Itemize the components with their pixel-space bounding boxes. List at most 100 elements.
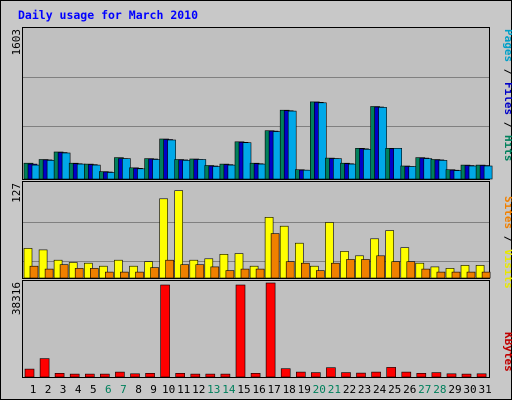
middle-bar-visits-day-1	[23, 248, 33, 279]
middle-bar-sites-day-30	[466, 271, 476, 279]
bottom-bar-kbytes-day-9	[145, 372, 155, 378]
middle-bar-sites-day-14	[225, 270, 235, 279]
middle-bar-visits-day-21	[325, 222, 334, 279]
middle-bar-sites-day-25	[391, 261, 401, 279]
middle-bar-visits-day-15	[234, 253, 244, 279]
panel-bottom: 38316 KBytes	[10, 280, 512, 378]
panel-middle-max-label: 127	[10, 183, 23, 203]
x-tick-label-day-30: 30	[463, 383, 476, 396]
bottom-bar-kbytes-day-17	[265, 282, 276, 378]
middle-bar-sites-day-28	[436, 271, 446, 279]
bottom-bar-kbytes-day-23	[356, 372, 366, 378]
middle-bar-sites-day-6	[105, 271, 114, 279]
panel-top-bars	[23, 101, 493, 180]
middle-bar-sites-day-26	[406, 261, 416, 279]
bottom-bar-kbytes-day-5	[85, 373, 95, 378]
top-bar-pages-day-20	[317, 102, 327, 180]
x-tick-label-day-13: 13	[207, 383, 220, 396]
bottom-bar-kbytes-day-16	[250, 372, 261, 378]
x-tick-label-day-2: 2	[45, 383, 52, 396]
bottom-bar-kbytes-day-6	[100, 373, 110, 378]
top-bar-pages-day-11	[182, 160, 191, 180]
bottom-bar-kbytes-day-26	[401, 371, 412, 378]
x-tick-label-day-5: 5	[90, 383, 97, 396]
chart-title: Daily usage for March 2010	[18, 8, 198, 22]
middle-bar-sites-day-22	[346, 259, 355, 279]
top-legend-part: Hits	[502, 135, 512, 162]
bottom-bar-kbytes-day-1	[24, 368, 35, 378]
middle-bar-sites-day-3	[59, 264, 69, 279]
bottom-bar-kbytes-day-22	[341, 372, 351, 378]
top-bar-pages-day-18	[287, 110, 297, 180]
middle-bar-sites-day-20	[315, 270, 325, 279]
top-bar-pages-day-7	[122, 158, 131, 180]
top-bar-pages-day-8	[137, 168, 146, 180]
middle-bar-sites-day-2	[44, 268, 54, 279]
bottom-bar-kbytes-day-3	[54, 372, 65, 378]
bottom-bar-kbytes-day-18	[280, 368, 291, 378]
middle-bar-visits-day-18	[279, 225, 289, 279]
x-tick-label-day-6: 6	[105, 383, 112, 396]
x-tick-label-day-21: 21	[328, 383, 341, 396]
middle-bar-sites-day-15	[240, 268, 250, 279]
bottom-bar-kbytes-day-10	[160, 284, 170, 378]
bottom-bar-kbytes-day-24	[371, 371, 381, 378]
x-tick-label-day-4: 4	[75, 383, 82, 396]
x-tick-label-day-24: 24	[373, 383, 387, 396]
middle-bar-sites-day-11	[180, 264, 189, 279]
middle-bar-sites-day-7	[120, 271, 129, 279]
middle-bar-sites-day-18	[285, 261, 295, 279]
middle-bar-sites-day-29	[451, 271, 461, 279]
bottom-bar-kbytes-day-2	[39, 358, 50, 378]
panel-top: 1603 Pages / Files / Hits	[10, 27, 512, 180]
middle-bar-visits-day-10	[159, 198, 168, 279]
middle-bar-visits-day-7	[114, 259, 123, 279]
x-tick-label-day-31: 31	[478, 383, 491, 396]
x-tick-label-day-22: 22	[343, 383, 356, 396]
top-bar-pages-day-23	[363, 149, 372, 180]
bottom-bar-kbytes-day-11	[175, 372, 185, 378]
x-tick-label-day-18: 18	[283, 383, 296, 396]
top-legend-part: Pages	[502, 29, 512, 62]
middle-bar-sites-day-5	[90, 268, 99, 279]
middle-bar-sites-day-4	[74, 268, 84, 279]
middle-bar-sites-day-1	[29, 265, 39, 279]
middle-bar-visits-day-25	[385, 230, 395, 279]
middle-bar-sites-day-21	[331, 262, 340, 279]
bottom-bar-kbytes-day-28	[431, 372, 442, 378]
middle-bar-sites-day-8	[135, 271, 144, 279]
x-tick-label-day-7: 7	[120, 383, 127, 396]
x-tick-label-day-29: 29	[448, 383, 461, 396]
x-tick-label-day-25: 25	[388, 383, 401, 396]
panel-bottom-bars	[24, 282, 487, 378]
top-bar-pages-day-31	[483, 165, 493, 180]
top-legend-part: Files	[502, 82, 512, 115]
panel-top-bg	[22, 27, 490, 180]
x-tick-label-day-1: 1	[30, 383, 37, 396]
top-bar-pages-day-17	[272, 131, 282, 180]
middle-bar-sites-day-23	[361, 259, 370, 279]
middle-bar-visits-day-2	[38, 249, 48, 279]
top-bar-pages-day-4	[76, 163, 86, 180]
middle-bar-visits-day-19	[294, 242, 304, 279]
top-bar-pages-day-24	[378, 107, 387, 180]
bottom-bar-kbytes-day-8	[130, 373, 140, 378]
x-tick-label-day-10: 10	[162, 383, 175, 396]
x-tick-label-day-11: 11	[177, 383, 190, 396]
panel-top-max-label: 1603	[10, 29, 23, 56]
x-tick-label-day-17: 17	[267, 383, 280, 396]
middle-bar-sites-day-19	[300, 262, 310, 279]
middle-legend-part: /	[502, 229, 512, 249]
x-tick-label-day-23: 23	[358, 383, 371, 396]
bottom-bar-kbytes-day-30	[461, 373, 472, 378]
x-tick-label-day-26: 26	[403, 383, 416, 396]
panel-bottom-legend: KBytes	[502, 332, 512, 372]
x-tick-label-day-28: 28	[433, 383, 446, 396]
middle-bar-visits-day-11	[174, 190, 183, 279]
panel-middle-legend: Sites / Visits	[502, 196, 512, 289]
bottom-bar-kbytes-day-4	[69, 373, 80, 378]
middle-bar-sites-day-9	[150, 267, 159, 279]
middle-bar-sites-day-24	[376, 255, 385, 279]
middle-bar-sites-day-12	[195, 264, 205, 279]
bottom-bar-kbytes-day-31	[476, 373, 487, 378]
